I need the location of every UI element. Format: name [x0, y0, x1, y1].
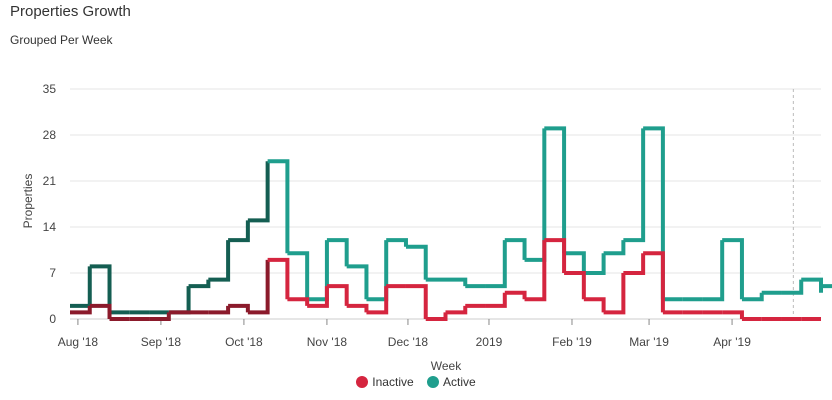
step-segment-inactive: [346, 303, 369, 313]
y-tick-label: 21: [43, 174, 57, 188]
step-segment-active: [781, 279, 804, 295]
step-segment-active: [208, 240, 231, 282]
legend-swatch-active: [427, 376, 439, 388]
step-segment-inactive: [267, 257, 290, 300]
step-segment-inactive: [405, 284, 428, 319]
x-tick-label: Aug '18: [58, 335, 99, 349]
step-segment-active: [801, 277, 823, 293]
step-segment-inactive: [208, 305, 231, 315]
step-segment-inactive: [524, 240, 547, 302]
step-segment-active: [307, 240, 329, 302]
step-segment-active: [326, 238, 349, 267]
step-segment-active: [702, 240, 725, 302]
step-segment-active: [524, 128, 547, 262]
step-segment-inactive: [228, 303, 250, 313]
step-segment-inactive: [287, 297, 310, 306]
step-segment-inactive: [623, 253, 646, 275]
x-tick-label: Nov '18: [307, 335, 348, 349]
step-segment-active: [603, 240, 626, 256]
chart-title: Properties Growth: [10, 3, 131, 20]
step-segment-active: [504, 238, 527, 260]
step-segment-active: [722, 238, 744, 300]
chart-subtitle: Grouped Per Week: [10, 33, 113, 47]
step-segment-active: [583, 253, 606, 275]
legend-item-active[interactable]: Active: [427, 375, 476, 389]
y-tick-label: 35: [43, 82, 57, 96]
step-segment-active: [89, 264, 112, 313]
step-segment-inactive: [70, 305, 92, 315]
step-segment-inactive: [564, 271, 586, 300]
step-segment-active: [564, 251, 586, 273]
step-segment-inactive: [425, 312, 448, 321]
y-tick-label: 7: [49, 266, 56, 280]
x-tick-label: Sep '18: [141, 335, 182, 349]
step-segment-active: [405, 244, 428, 280]
step-segment-inactive: [307, 286, 329, 308]
step-segment-inactive: [722, 310, 744, 319]
step-segment-inactive: [149, 312, 171, 321]
legend-label-active: Active: [443, 375, 476, 389]
step-segment-active: [485, 240, 507, 289]
step-segment-inactive: [504, 290, 527, 300]
step-segment-active: [267, 159, 290, 254]
step-segment-active: [643, 126, 665, 300]
step-segment-inactive: [326, 284, 349, 306]
x-axis-title: Week: [431, 359, 462, 373]
step-segment-inactive: [603, 273, 626, 315]
step-segment-active: [70, 266, 92, 308]
x-tick-label: Oct '18: [225, 335, 263, 349]
legend: Inactive Active: [0, 375, 832, 391]
legend-item-inactive[interactable]: Inactive: [356, 375, 414, 389]
step-segment-inactive: [485, 292, 507, 308]
step-segment-active: [366, 240, 389, 302]
x-tick-label: Mar '19: [629, 335, 669, 349]
series-inactive: [70, 238, 821, 321]
step-segment-active: [168, 286, 191, 315]
y-tick-label: 28: [43, 128, 57, 142]
series-active: [70, 126, 832, 315]
step-segment-active: [445, 277, 468, 287]
x-tick-label: 2019: [476, 335, 503, 349]
step-segment-active: [623, 128, 646, 243]
step-segment-active: [741, 292, 764, 302]
y-axis-title: Properties: [21, 174, 35, 229]
step-segment-active: [188, 279, 211, 289]
step-segment-inactive: [366, 286, 389, 315]
x-tick-label: Feb '19: [552, 335, 592, 349]
step-segment-inactive: [247, 259, 270, 315]
step-segment-active: [287, 251, 310, 300]
legend-swatch-inactive: [356, 376, 369, 388]
x-tick-label: Apr '19: [713, 335, 751, 349]
step-segment-inactive: [643, 251, 665, 313]
step-segment-active: [228, 220, 250, 243]
step-segment-inactive: [445, 305, 468, 315]
step-segment-inactive: [89, 303, 112, 319]
step-segment-inactive: [544, 238, 567, 273]
legend-label-inactive: Inactive: [372, 375, 414, 389]
step-segment-active: [544, 126, 567, 254]
y-tick-label: 14: [43, 220, 57, 234]
x-tick-label: Dec '18: [388, 335, 429, 349]
step-segment-active: [346, 264, 369, 300]
step-segment-active: [247, 161, 270, 223]
step-segment-inactive: [583, 297, 606, 313]
step-segment-active: [386, 238, 408, 247]
y-tick-label: 0: [49, 312, 56, 326]
